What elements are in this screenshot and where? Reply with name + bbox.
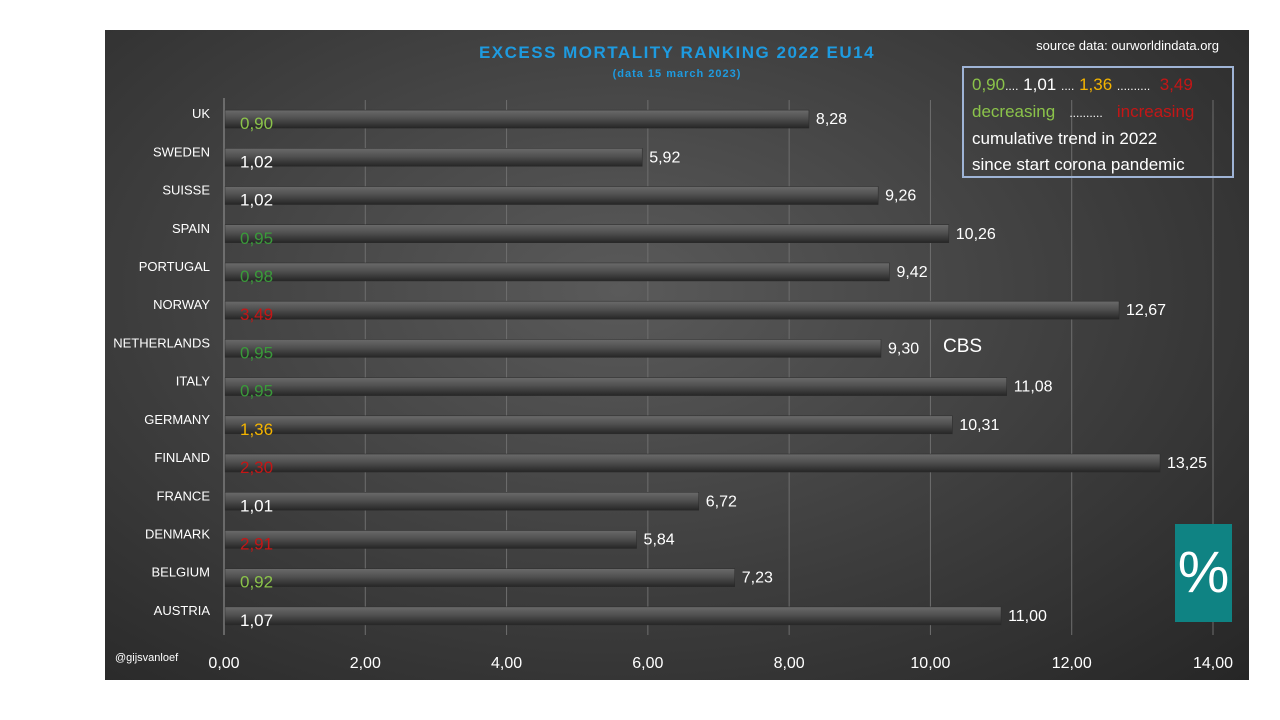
trend-label: 0,98 [240,267,273,286]
legend-dots: .... [1061,79,1075,93]
legend-value-low: 0,90 [972,75,1006,94]
bar [224,492,699,511]
trend-label: 1,01 [240,496,273,515]
x-tick-label: 0,00 [208,655,239,672]
bar [224,568,735,587]
value-label: 9,26 [885,188,916,205]
x-tick-label: 12,00 [1052,655,1092,672]
legend-dots: .......... [1116,79,1151,93]
bar [224,530,637,549]
legend-scale-row: 0,90.... 1,01 .... 1,36 .......... 3,49 [972,72,1224,99]
value-label: 5,92 [649,149,680,166]
bar [224,453,1161,473]
bar [224,300,1120,320]
category-label: NETHERLANDS [113,335,210,350]
cbs-annotation: CBS [943,336,983,357]
value-label: 11,00 [1008,608,1047,625]
author-credit: @gijsvanloef [115,652,179,664]
bar [224,262,890,282]
trend-label: 0,95 [240,229,273,248]
source-note: source data: ourworldindata.org [1036,38,1219,53]
chart-subtitle: (data 15 march 2023) [612,68,742,80]
category-label: DENMARK [145,526,210,541]
value-label: 9,42 [896,264,927,281]
value-label: 5,84 [644,531,675,548]
trend-label: 0,90 [240,114,273,133]
category-label: SPAIN [172,221,210,236]
category-label: BELGIUM [151,565,210,580]
category-label: AUSTRIA [154,603,211,618]
trend-label: 0,95 [240,343,273,362]
legend-dots: .... [1005,79,1019,93]
chart-title: EXCESS MORTALITY RANKING 2022 EU14 [478,43,876,62]
trend-legend: 0,90.... 1,01 .... 1,36 .......... 3,49 … [962,66,1234,178]
category-label: SUISSE [162,183,210,198]
value-label: 13,25 [1167,455,1207,472]
bar-chart: 0,00 2,00 4,00 6,00 8,00 10,00 12,00 14,00 UK 8,2… [113,98,1233,672]
bar [224,186,879,205]
x-tick-label: 14,00 [1193,655,1233,672]
bar [224,415,953,435]
legend-dots: .......... [1069,106,1103,120]
value-label: 11,08 [1014,379,1053,396]
value-label: 10,26 [956,226,996,243]
legend-line-4: since start corona pandemic [972,155,1185,174]
bar [224,109,810,129]
trend-label: 0,95 [240,382,273,401]
value-label: 10,31 [959,417,999,434]
percent-badge: % [1175,524,1232,622]
bar [224,339,882,358]
x-tick-label: 6,00 [632,655,663,672]
legend-value-mid: 1,36 [1079,75,1113,94]
trend-label: 1,02 [240,152,273,171]
x-tick-label: 8,00 [774,655,805,672]
bar [224,224,950,243]
x-tick-label: 4,00 [491,655,522,672]
category-label: ITALY [176,374,211,389]
legend-direction-row: decreasing .......... increasing [972,99,1224,126]
trend-label: 3,49 [240,305,273,324]
category-label: NORWAY [153,297,210,312]
category-label: SWEDEN [153,144,210,159]
category-label: PORTUGAL [139,259,210,274]
value-label: 12,67 [1126,302,1166,319]
category-label: GERMANY [144,412,210,427]
legend-increasing: increasing [1116,102,1195,121]
bar [224,606,1002,626]
legend-value-neutral: 1,01 [1023,75,1057,94]
x-tick-label: 10,00 [910,655,950,672]
legend-decreasing: decreasing [972,102,1056,121]
category-label: UK [192,106,210,121]
value-label: 9,30 [888,340,919,357]
category-label: FINLAND [154,450,210,465]
trend-label: 1,02 [240,191,273,210]
chart-panel: 0,00 2,00 4,00 6,00 8,00 10,00 12,00 14,00 UK 8,2… [105,30,1249,680]
legend-line-3: cumulative trend in 2022 [972,129,1158,148]
legend-value-high: 3,49 [1159,75,1193,94]
bar [224,148,643,167]
value-label: 6,72 [706,493,737,510]
bar [224,377,1007,396]
category-label: FRANCE [157,488,211,503]
value-label: 7,23 [742,570,773,587]
x-tick-label: 2,00 [350,655,381,672]
trend-label: 1,07 [240,611,273,630]
trend-label: 1,36 [240,420,273,439]
value-label: 8,28 [816,111,847,128]
trend-label: 0,92 [240,573,273,592]
trend-label: 2,91 [240,534,273,553]
trend-label: 2,30 [240,458,273,477]
